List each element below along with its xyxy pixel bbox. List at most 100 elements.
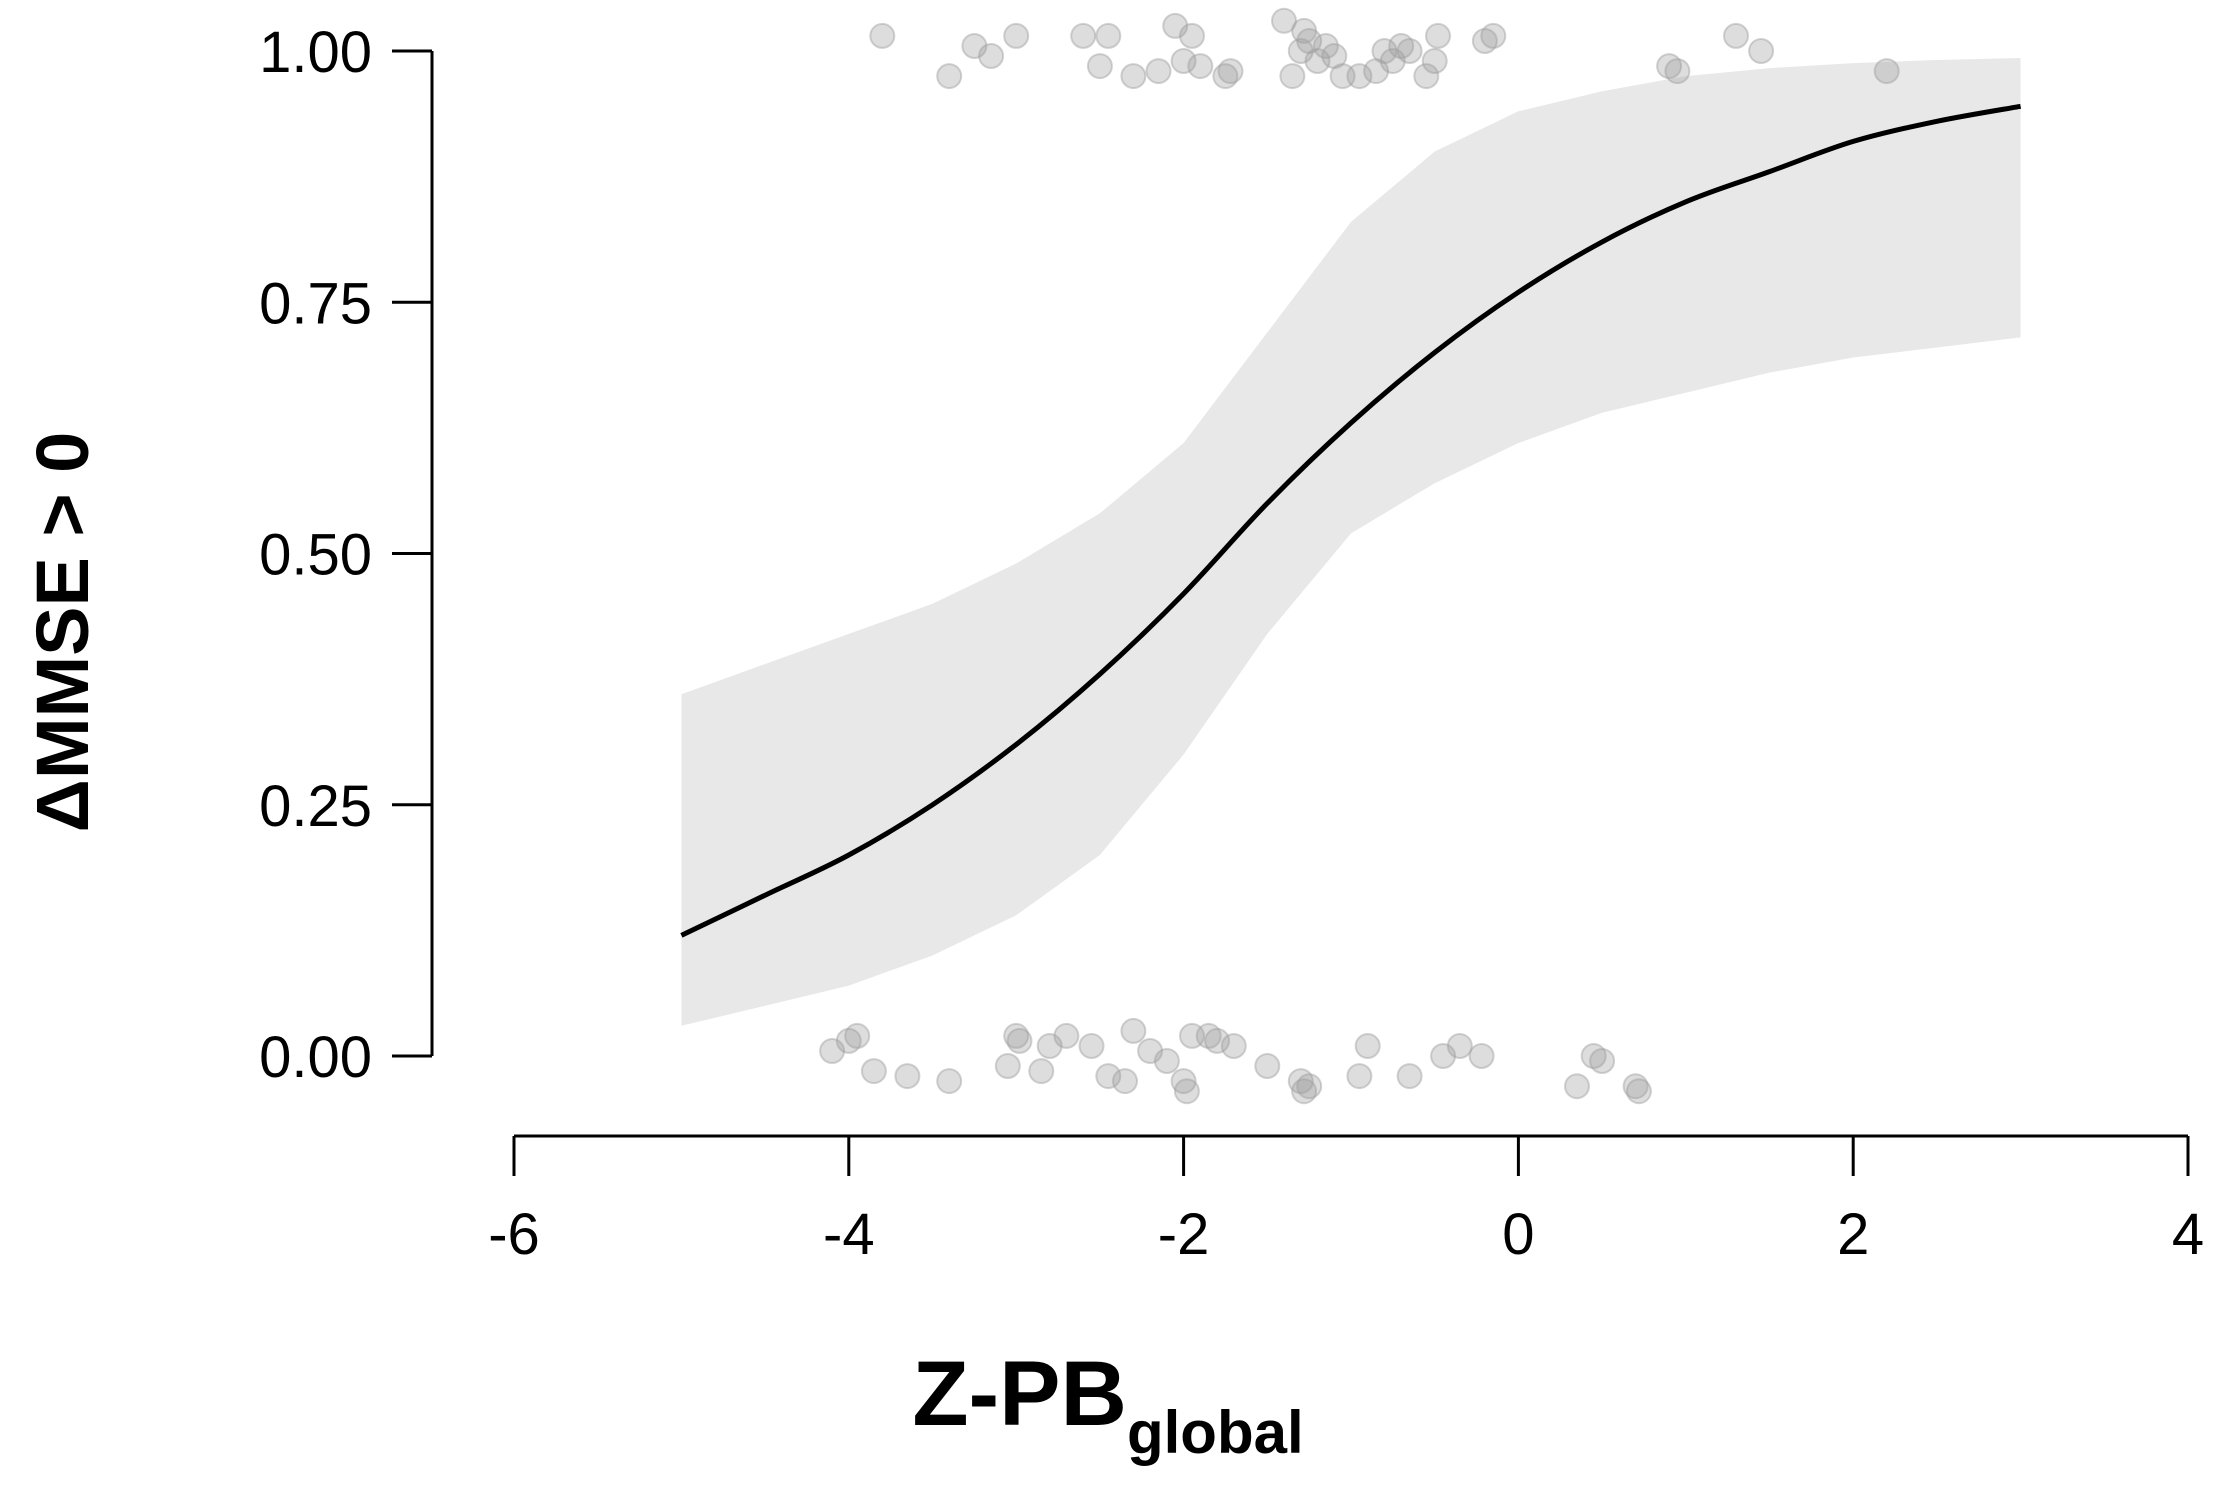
data-point-y1 [1873, 58, 1900, 85]
data-point-y1 [869, 22, 896, 49]
data-point-y1 [1304, 48, 1331, 74]
data-point-y1 [1271, 7, 1297, 34]
data-point-y1 [1321, 43, 1348, 69]
data-point-y1 [1471, 28, 1498, 54]
data-point-y1 [936, 63, 963, 90]
data-point-y1 [1723, 22, 1749, 49]
data-point-y0 [1296, 1073, 1323, 1100]
data-point-y0 [1589, 1048, 1616, 1074]
data-point-y0 [1446, 1033, 1473, 1059]
data-point-y0 [994, 1053, 1021, 1079]
data-point-y0 [1195, 1022, 1222, 1049]
data-point-y0 [1028, 1058, 1055, 1085]
data-point-y1 [1379, 48, 1406, 74]
data-point-y0 [1036, 1033, 1063, 1059]
confidence-band-layer [681, 58, 2021, 1026]
fitted-curve-layer [680, 103, 2022, 938]
data-point-y1 [1425, 22, 1451, 49]
y-tick-label: 0.00 [259, 1025, 372, 1090]
data-point-y0 [1625, 1078, 1652, 1105]
data-point-y1 [1095, 22, 1122, 49]
x-axis-title: Z-PBglobal [912, 1343, 1303, 1466]
data-point-y0 [1120, 1017, 1147, 1044]
data-point-y0 [1468, 1043, 1495, 1069]
data-point-y0 [1078, 1033, 1105, 1059]
data-point-y1 [978, 43, 1005, 69]
data-point-y1 [1120, 63, 1147, 90]
fitted-curve [680, 103, 2022, 938]
data-point-y0 [1003, 1022, 1030, 1049]
data-point-y0 [1564, 1073, 1590, 1100]
y-tick-label: 1.00 [259, 20, 372, 85]
data-point-y0 [936, 1068, 963, 1095]
x-tick-label: -4 [823, 1202, 875, 1267]
data-point-y0 [1053, 1022, 1080, 1049]
data-point-y1 [1162, 12, 1189, 39]
jitter-points-layer [819, 7, 1900, 1105]
data-point-y0 [1153, 1048, 1180, 1074]
data-point-y0 [1291, 1078, 1318, 1105]
x-tick-label: -6 [488, 1202, 540, 1267]
data-point-y0 [1112, 1068, 1138, 1095]
data-point-y1 [1217, 58, 1244, 85]
y-tick-label: 0.25 [259, 774, 372, 839]
data-point-y0 [1396, 1063, 1423, 1090]
data-point-y1 [1413, 63, 1440, 90]
data-point-y0 [1006, 1027, 1033, 1054]
data-point-y0 [1220, 1033, 1247, 1059]
data-point-y0 [835, 1027, 862, 1054]
data-point-y1 [1179, 22, 1205, 49]
data-point-y1 [1003, 22, 1030, 49]
data-point-y1 [1212, 63, 1239, 90]
data-point-y1 [1388, 33, 1415, 59]
data-point-y0 [1170, 1068, 1197, 1095]
data-point-y1 [1664, 58, 1691, 85]
data-point-y1 [1396, 38, 1423, 64]
y-tick-label: 0.50 [259, 523, 372, 588]
data-point-y0 [860, 1058, 887, 1085]
data-point-y1 [1421, 48, 1448, 74]
x-tick-label: 2 [1837, 1202, 1869, 1267]
axes-layer: 0.00 0.25 0.50 0.75 1.00 -6 -4 -2 0 2 4 [259, 20, 2204, 1267]
data-point-y1 [1145, 58, 1172, 85]
data-point-y0 [1346, 1063, 1373, 1090]
data-point-y1 [1279, 63, 1306, 90]
data-point-y0 [1430, 1043, 1457, 1069]
x-tick-label: -2 [1158, 1202, 1210, 1267]
confidence-band [681, 58, 2021, 1026]
data-point-y0 [1179, 1022, 1205, 1049]
data-point-y1 [1086, 53, 1113, 80]
data-point-y0 [1204, 1027, 1231, 1054]
data-point-y1 [1346, 63, 1373, 90]
data-point-y1 [1296, 28, 1323, 54]
data-point-y0 [819, 1038, 846, 1064]
data-point-y1 [1329, 63, 1356, 90]
x-axis-title-main: Z-PB [912, 1343, 1127, 1445]
data-point-y1 [1291, 17, 1318, 44]
data-point-y0 [844, 1022, 871, 1049]
data-point-y1 [1748, 38, 1775, 64]
data-point-y1 [1287, 38, 1314, 64]
data-point-y0 [1622, 1073, 1649, 1100]
data-point-y0 [1580, 1043, 1607, 1069]
x-tick-label: 4 [2172, 1202, 2204, 1267]
data-point-y1 [1371, 38, 1398, 64]
data-point-y0 [1095, 1063, 1122, 1090]
data-point-y1 [1170, 48, 1197, 74]
data-point-y0 [1354, 1033, 1381, 1059]
x-axis-title-subscript: global [1127, 1399, 1304, 1466]
axis-titles-layer: ΔMMSE > 0 Z-PBglobal [21, 432, 1304, 1466]
data-point-y1 [1656, 53, 1683, 80]
data-point-y1 [961, 33, 988, 59]
data-point-y1 [1312, 33, 1339, 59]
y-tick-label: 0.75 [259, 271, 372, 336]
data-point-y0 [1254, 1053, 1281, 1079]
data-point-y0 [1173, 1078, 1200, 1105]
data-point-y1 [1187, 53, 1214, 80]
data-point-y1 [1070, 22, 1097, 49]
data-point-y1 [1480, 22, 1507, 49]
data-point-y1 [1363, 58, 1390, 85]
data-point-y0 [1287, 1068, 1314, 1095]
